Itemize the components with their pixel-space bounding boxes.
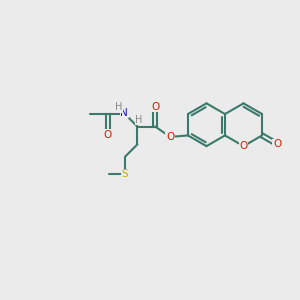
Text: H: H (135, 115, 142, 125)
Text: O: O (273, 139, 281, 149)
Text: H: H (115, 103, 123, 112)
Text: O: O (166, 132, 174, 142)
Text: S: S (122, 169, 128, 179)
Text: O: O (103, 130, 112, 140)
Text: O: O (239, 141, 248, 151)
Text: N: N (121, 108, 128, 118)
Text: O: O (151, 102, 159, 112)
